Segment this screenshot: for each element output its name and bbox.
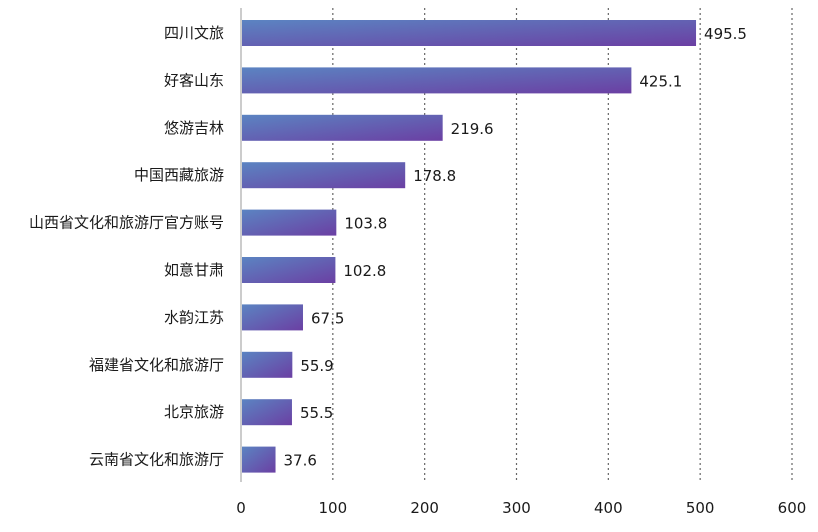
value-label: 55.5 (300, 404, 333, 422)
category-label: 四川文旅 (164, 24, 224, 42)
bar (242, 20, 697, 46)
bars (242, 20, 697, 473)
value-label: 102.8 (343, 262, 386, 280)
bar (242, 351, 293, 378)
category-label: 水韵江苏 (164, 308, 224, 326)
value-label: 178.8 (413, 167, 456, 185)
bar (242, 67, 632, 94)
category-label: 山西省文化和旅游厅官方账号 (29, 214, 224, 232)
value-labels: 495.5 425.1 219.6 178.8 103.8 102.8 67.5 55.9 55… (284, 25, 747, 470)
category-label: 福建省文化和旅游厅 (89, 356, 224, 374)
x-tick-labels: 0 100 200 300 400 500 600 (236, 499, 806, 517)
x-tick-label: 400 (594, 499, 623, 517)
category-label: 好客山东 (164, 71, 224, 89)
bar (242, 114, 443, 141)
category-label: 云南省文化和旅游厅 (89, 451, 224, 469)
bar (242, 209, 337, 236)
category-labels: 四川文旅好客山东悠游吉林中国西藏旅游山西省文化和旅游厅官方账号如意甘肃水韵江苏福… (29, 24, 224, 469)
category-label: 悠游吉林 (164, 119, 224, 137)
bar (242, 446, 276, 473)
grid-lines (332, 8, 793, 482)
bar (242, 304, 303, 331)
x-tick-label: 200 (410, 499, 439, 517)
value-label: 425.1 (639, 72, 682, 90)
value-label: 219.6 (451, 120, 494, 138)
value-label: 55.9 (300, 357, 333, 375)
x-tick-label: 300 (502, 499, 531, 517)
value-label: 495.5 (704, 25, 747, 43)
category-label: 中国西藏旅游 (134, 166, 224, 184)
value-label: 37.6 (284, 452, 317, 470)
value-label: 103.8 (344, 215, 387, 233)
bar (242, 257, 336, 283)
value-label: 67.5 (311, 309, 344, 327)
bar (242, 162, 406, 189)
category-label: 北京旅游 (164, 403, 224, 421)
x-tick-label: 500 (686, 499, 715, 517)
x-tick-label: 100 (319, 499, 348, 517)
x-tick-label: 600 (778, 499, 807, 517)
category-label: 如意甘肃 (164, 261, 224, 279)
bar (242, 399, 292, 426)
x-tick-label: 0 (236, 499, 246, 517)
